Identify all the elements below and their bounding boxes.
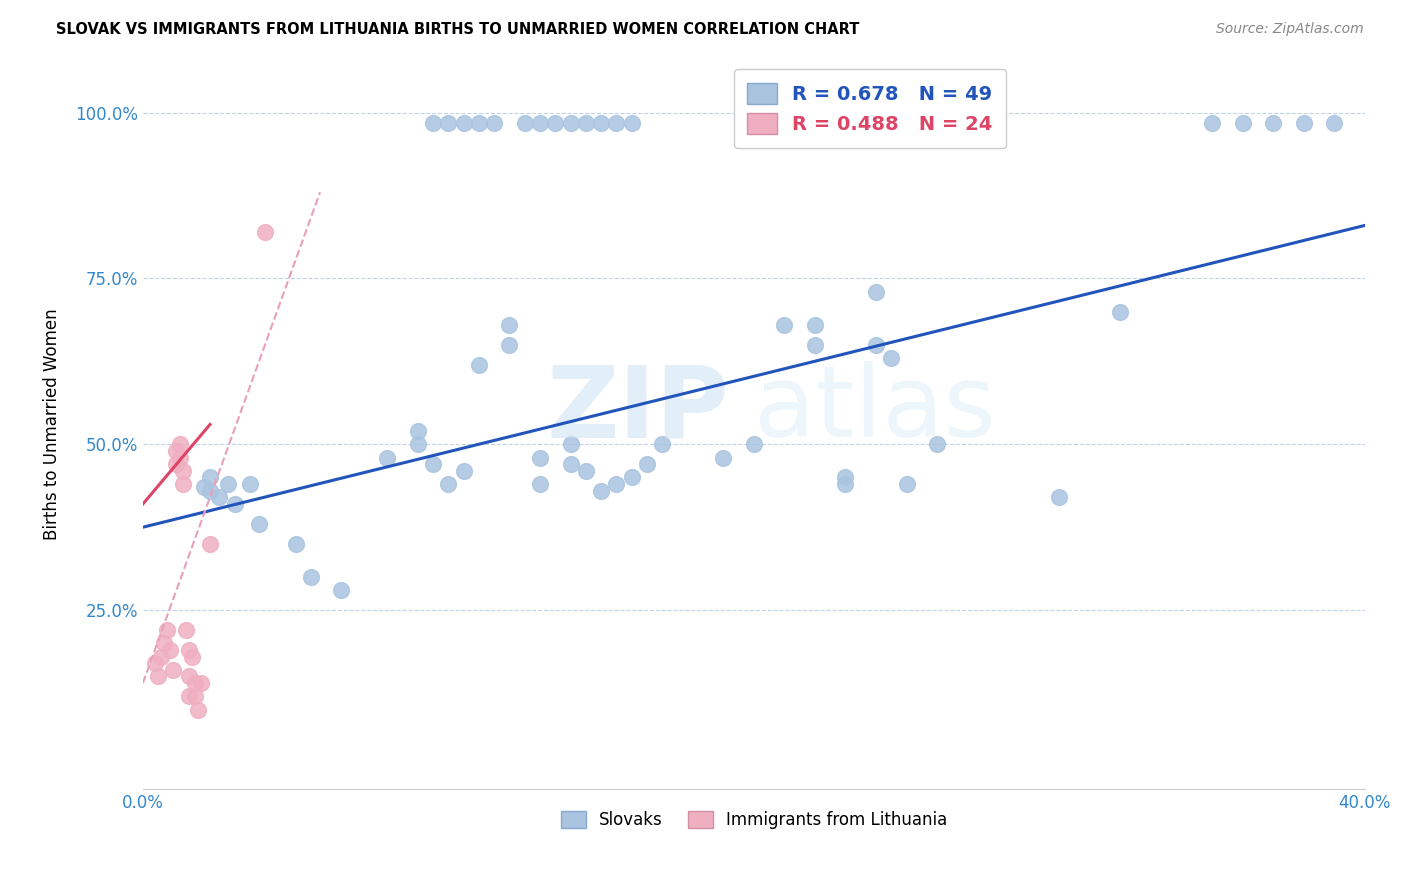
Point bbox=[174, 623, 197, 637]
Point bbox=[437, 115, 460, 129]
Y-axis label: Births to Unmarried Women: Births to Unmarried Women bbox=[44, 309, 60, 541]
Point bbox=[453, 464, 475, 478]
Point bbox=[896, 477, 918, 491]
Text: atlas: atlas bbox=[754, 361, 995, 458]
Point bbox=[190, 676, 212, 690]
Point bbox=[177, 643, 200, 657]
Point bbox=[560, 115, 582, 129]
Point bbox=[529, 115, 551, 129]
Point bbox=[217, 477, 239, 491]
Point bbox=[468, 115, 491, 129]
Point bbox=[156, 623, 179, 637]
Point bbox=[513, 115, 536, 129]
Point bbox=[1047, 491, 1070, 505]
Point bbox=[198, 483, 221, 498]
Point bbox=[330, 583, 353, 598]
Point bbox=[224, 497, 246, 511]
Point bbox=[742, 437, 765, 451]
Point bbox=[169, 450, 191, 465]
Point bbox=[620, 115, 643, 129]
Point bbox=[166, 457, 188, 471]
Text: ZIP: ZIP bbox=[547, 361, 730, 458]
Point bbox=[184, 690, 207, 704]
Text: Source: ZipAtlas.com: Source: ZipAtlas.com bbox=[1216, 22, 1364, 37]
Point bbox=[591, 115, 613, 129]
Point bbox=[162, 663, 184, 677]
Point bbox=[711, 450, 734, 465]
Point bbox=[299, 570, 322, 584]
Point bbox=[834, 470, 856, 484]
Point bbox=[193, 480, 215, 494]
Point bbox=[208, 491, 231, 505]
Point bbox=[560, 457, 582, 471]
Point bbox=[375, 450, 398, 465]
Point bbox=[146, 669, 169, 683]
Point bbox=[804, 318, 827, 332]
Point bbox=[150, 649, 173, 664]
Point bbox=[544, 115, 567, 129]
Point bbox=[254, 225, 277, 239]
Point bbox=[177, 669, 200, 683]
Point bbox=[153, 636, 176, 650]
Point bbox=[169, 437, 191, 451]
Point bbox=[605, 477, 627, 491]
Point bbox=[620, 470, 643, 484]
Point bbox=[1292, 115, 1315, 129]
Point bbox=[187, 703, 209, 717]
Point bbox=[406, 424, 429, 438]
Point bbox=[198, 470, 221, 484]
Point bbox=[284, 537, 307, 551]
Point bbox=[498, 318, 520, 332]
Point bbox=[804, 338, 827, 352]
Point bbox=[482, 115, 505, 129]
Point bbox=[498, 338, 520, 352]
Point bbox=[1232, 115, 1254, 129]
Point bbox=[1263, 115, 1285, 129]
Point bbox=[605, 115, 627, 129]
Point bbox=[172, 477, 194, 491]
Point bbox=[575, 464, 598, 478]
Point bbox=[406, 437, 429, 451]
Point bbox=[1323, 115, 1346, 129]
Point bbox=[239, 477, 262, 491]
Point bbox=[143, 656, 166, 670]
Point bbox=[166, 444, 188, 458]
Point bbox=[865, 285, 887, 299]
Point bbox=[422, 115, 444, 129]
Point bbox=[247, 516, 270, 531]
Point bbox=[422, 457, 444, 471]
Point bbox=[468, 358, 491, 372]
Point bbox=[651, 437, 673, 451]
Point bbox=[437, 477, 460, 491]
Point bbox=[575, 115, 598, 129]
Point bbox=[177, 690, 200, 704]
Point bbox=[560, 437, 582, 451]
Point bbox=[529, 477, 551, 491]
Point bbox=[1109, 304, 1132, 318]
Point bbox=[773, 318, 796, 332]
Point bbox=[453, 115, 475, 129]
Point bbox=[880, 351, 903, 365]
Point bbox=[529, 450, 551, 465]
Point bbox=[834, 477, 856, 491]
Text: SLOVAK VS IMMIGRANTS FROM LITHUANIA BIRTHS TO UNMARRIED WOMEN CORRELATION CHART: SLOVAK VS IMMIGRANTS FROM LITHUANIA BIRT… bbox=[56, 22, 859, 37]
Point bbox=[1201, 115, 1223, 129]
Point bbox=[591, 483, 613, 498]
Point bbox=[636, 457, 658, 471]
Point bbox=[159, 643, 181, 657]
Point bbox=[180, 649, 202, 664]
Point bbox=[172, 464, 194, 478]
Point bbox=[865, 338, 887, 352]
Point bbox=[198, 537, 221, 551]
Point bbox=[927, 437, 949, 451]
Legend: Slovaks, Immigrants from Lithuania: Slovaks, Immigrants from Lithuania bbox=[554, 804, 953, 836]
Point bbox=[184, 676, 207, 690]
